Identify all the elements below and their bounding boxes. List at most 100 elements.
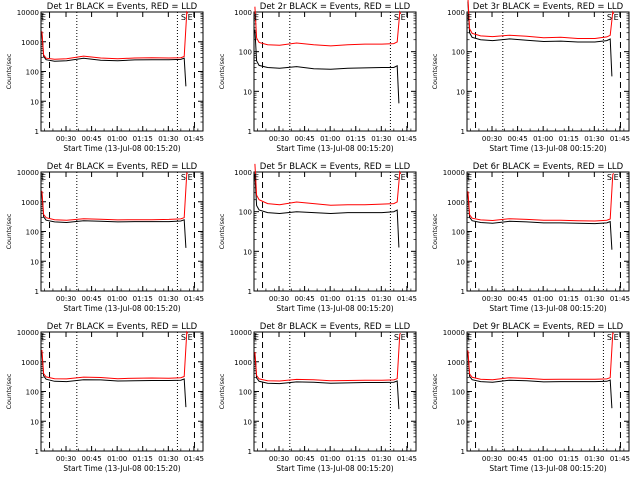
y-tick-label: 100 [452, 389, 465, 397]
chart-title: Det 9r BLACK = Events, RED = LLD [473, 322, 624, 332]
x-tick-label: 01:30 [371, 295, 391, 303]
y-tick-label: 1000 [447, 199, 465, 207]
time-marker-label: S [394, 333, 399, 342]
time-marker-label: E [41, 173, 46, 182]
y-tick-label: 1 [35, 128, 39, 136]
chart-title: Det 1r BLACK = Events, RED = LLD [47, 2, 198, 12]
series-line-events [41, 32, 187, 87]
plot-frame [40, 171, 204, 292]
y-tick-label: 1000 [21, 199, 39, 207]
y-tick-label: 10 [30, 258, 39, 266]
series-line-lld [467, 332, 614, 381]
y-axis-label: Counts/sec [218, 213, 226, 249]
series-line-events [254, 354, 400, 410]
x-tick-label: 00:45 [295, 135, 315, 143]
y-tick-label: 10 [243, 88, 252, 96]
x-axis-label: Start Time (13-Jul-08 00:15:20) [276, 464, 393, 473]
y-tick-label: 1000 [21, 39, 39, 47]
x-tick-label: 00:45 [82, 135, 102, 143]
time-marker-label: E [254, 333, 259, 342]
y-axis-label: Counts/sec [431, 213, 439, 249]
x-tick-label: 01:15 [559, 295, 579, 303]
y-tick-label: 1 [248, 448, 252, 456]
y-tick-label: 10 [456, 88, 465, 96]
y-tick-label: 10 [243, 418, 252, 426]
x-tick-label: 01:00 [533, 455, 553, 463]
time-marker-label: S [607, 13, 612, 22]
series-line-events [467, 1, 613, 77]
time-marker-label: S [394, 13, 399, 22]
x-tick-label: 01:15 [346, 135, 366, 143]
x-tick-label: 00:30 [56, 295, 76, 303]
series-line-lld [467, 0, 615, 39]
x-tick-label: 00:30 [56, 455, 76, 463]
x-tick-label: 01:15 [559, 455, 579, 463]
time-marker-label: S [607, 173, 612, 182]
x-axis-label: Start Time (13-Jul-08 00:15:20) [63, 304, 180, 313]
x-tick-label: 01:30 [158, 455, 178, 463]
series-line-events [254, 174, 400, 248]
y-tick-label: 10 [243, 248, 252, 256]
series-line-lld [41, 330, 189, 380]
x-tick-label: 00:30 [482, 135, 502, 143]
x-tick-label: 01:00 [320, 455, 340, 463]
series-line-events [467, 193, 613, 250]
chart-panel-5: Det 5r BLACK = Events, RED = LLD Counts/s… [218, 162, 417, 313]
x-tick-label: 00:30 [482, 455, 502, 463]
time-marker-label: E [188, 173, 193, 182]
x-tick-label: 01:15 [346, 295, 366, 303]
series-line-events [467, 352, 613, 409]
y-tick-label: 10000 [17, 9, 39, 17]
chart-panel-8: Det 8r BLACK = Events, RED = LLD Counts/s… [218, 322, 417, 473]
x-axis-label: Start Time (13-Jul-08 00:15:20) [489, 144, 606, 153]
series-line-lld [467, 173, 615, 222]
chart-panel-9: Det 9r BLACK = Events, RED = LLD Counts/s… [431, 322, 630, 473]
chart-panel-6: Det 6r BLACK = Events, RED = LLD Counts/s… [431, 162, 630, 313]
time-marker-label: E [467, 173, 472, 182]
x-axis-label: Start Time (13-Jul-08 00:15:20) [63, 464, 180, 473]
series-line-lld [41, 10, 189, 60]
x-tick-label: 01:45 [184, 135, 204, 143]
x-axis-label: Start Time (13-Jul-08 00:15:20) [276, 144, 393, 153]
x-axis-label: Start Time (13-Jul-08 00:15:20) [63, 144, 180, 153]
x-tick-label: 01:00 [107, 455, 127, 463]
x-tick-label: 01:15 [133, 135, 153, 143]
y-axis-label: Counts/sec [431, 373, 439, 409]
plot-frame [253, 11, 417, 132]
x-tick-label: 01:15 [559, 135, 579, 143]
time-marker-label: S [181, 13, 186, 22]
x-tick-label: 00:30 [269, 135, 289, 143]
x-tick-label: 01:00 [533, 135, 553, 143]
time-marker-label: E [188, 13, 193, 22]
y-tick-label: 1 [461, 448, 465, 456]
x-axis-label: Start Time (13-Jul-08 00:15:20) [276, 304, 393, 313]
series-line-events [41, 193, 187, 248]
chart-title: Det 2r BLACK = Events, RED = LLD [260, 2, 411, 12]
x-tick-label: 00:45 [82, 455, 102, 463]
time-marker-label: S [181, 173, 186, 182]
x-tick-label: 01:45 [397, 135, 417, 143]
y-tick-label: 10000 [443, 329, 465, 337]
x-tick-label: 00:30 [482, 295, 502, 303]
x-tick-label: 01:00 [107, 135, 127, 143]
y-tick-label: 100 [452, 229, 465, 237]
time-marker-label: E [614, 333, 619, 342]
series-line-lld [41, 172, 188, 221]
y-tick-label: 10000 [17, 169, 39, 177]
time-marker-label: E [188, 333, 193, 342]
x-tick-label: 01:45 [397, 295, 417, 303]
chart-panel-7: Det 7r BLACK = Events, RED = LLD Counts/s… [5, 322, 204, 473]
y-tick-label: 10000 [17, 329, 39, 337]
time-marker-label: E [254, 13, 259, 22]
x-tick-label: 01:30 [158, 295, 178, 303]
y-tick-label: 100 [26, 229, 39, 237]
y-tick-label: 10000 [443, 169, 465, 177]
y-tick-label: 100 [239, 389, 252, 397]
time-marker-label: E [254, 173, 259, 182]
x-axis-label: Start Time (13-Jul-08 00:15:20) [489, 464, 606, 473]
y-tick-label: 10 [456, 418, 465, 426]
time-marker-label: E [614, 13, 619, 22]
y-tick-label: 1 [35, 448, 39, 456]
x-tick-label: 01:30 [584, 135, 604, 143]
